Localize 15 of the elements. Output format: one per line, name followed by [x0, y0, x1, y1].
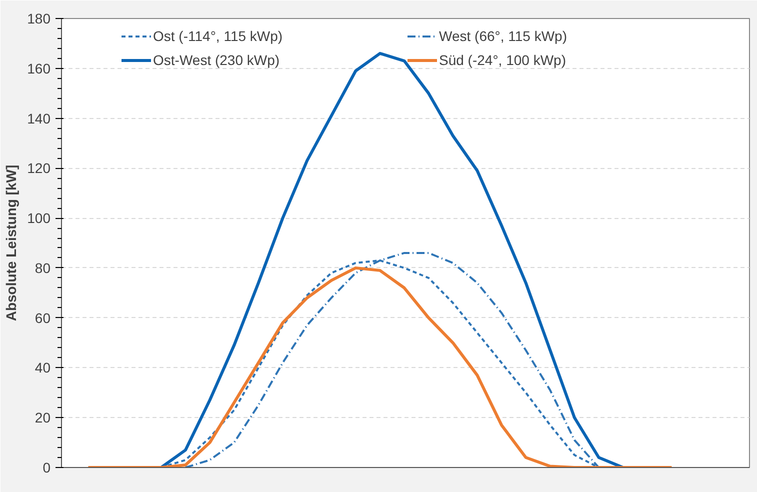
y-tick-label: 160 — [27, 60, 51, 76]
y-tick-label: 0 — [42, 460, 51, 476]
legend-label: West (66°, 115 kWp) — [439, 28, 568, 44]
y-tick-label: 100 — [27, 210, 51, 226]
legend-label: Ost-West (230 kWp) — [153, 52, 281, 68]
y-tick-label: 40 — [34, 360, 51, 376]
y-tick-label: 60 — [34, 310, 51, 326]
y-tick-label: 80 — [34, 260, 51, 276]
y-tick-label: 180 — [27, 10, 51, 26]
y-axis-title: Absolute Leistung [kW] — [3, 164, 20, 322]
legend-label: Süd (-24°, 100 kWp) — [439, 52, 567, 68]
y-tick-label: 140 — [27, 110, 51, 126]
y-tick-label: 120 — [27, 160, 51, 176]
legend-label: Ost (-114°, 115 kWp) — [153, 28, 284, 44]
y-tick-label: 20 — [34, 410, 51, 426]
